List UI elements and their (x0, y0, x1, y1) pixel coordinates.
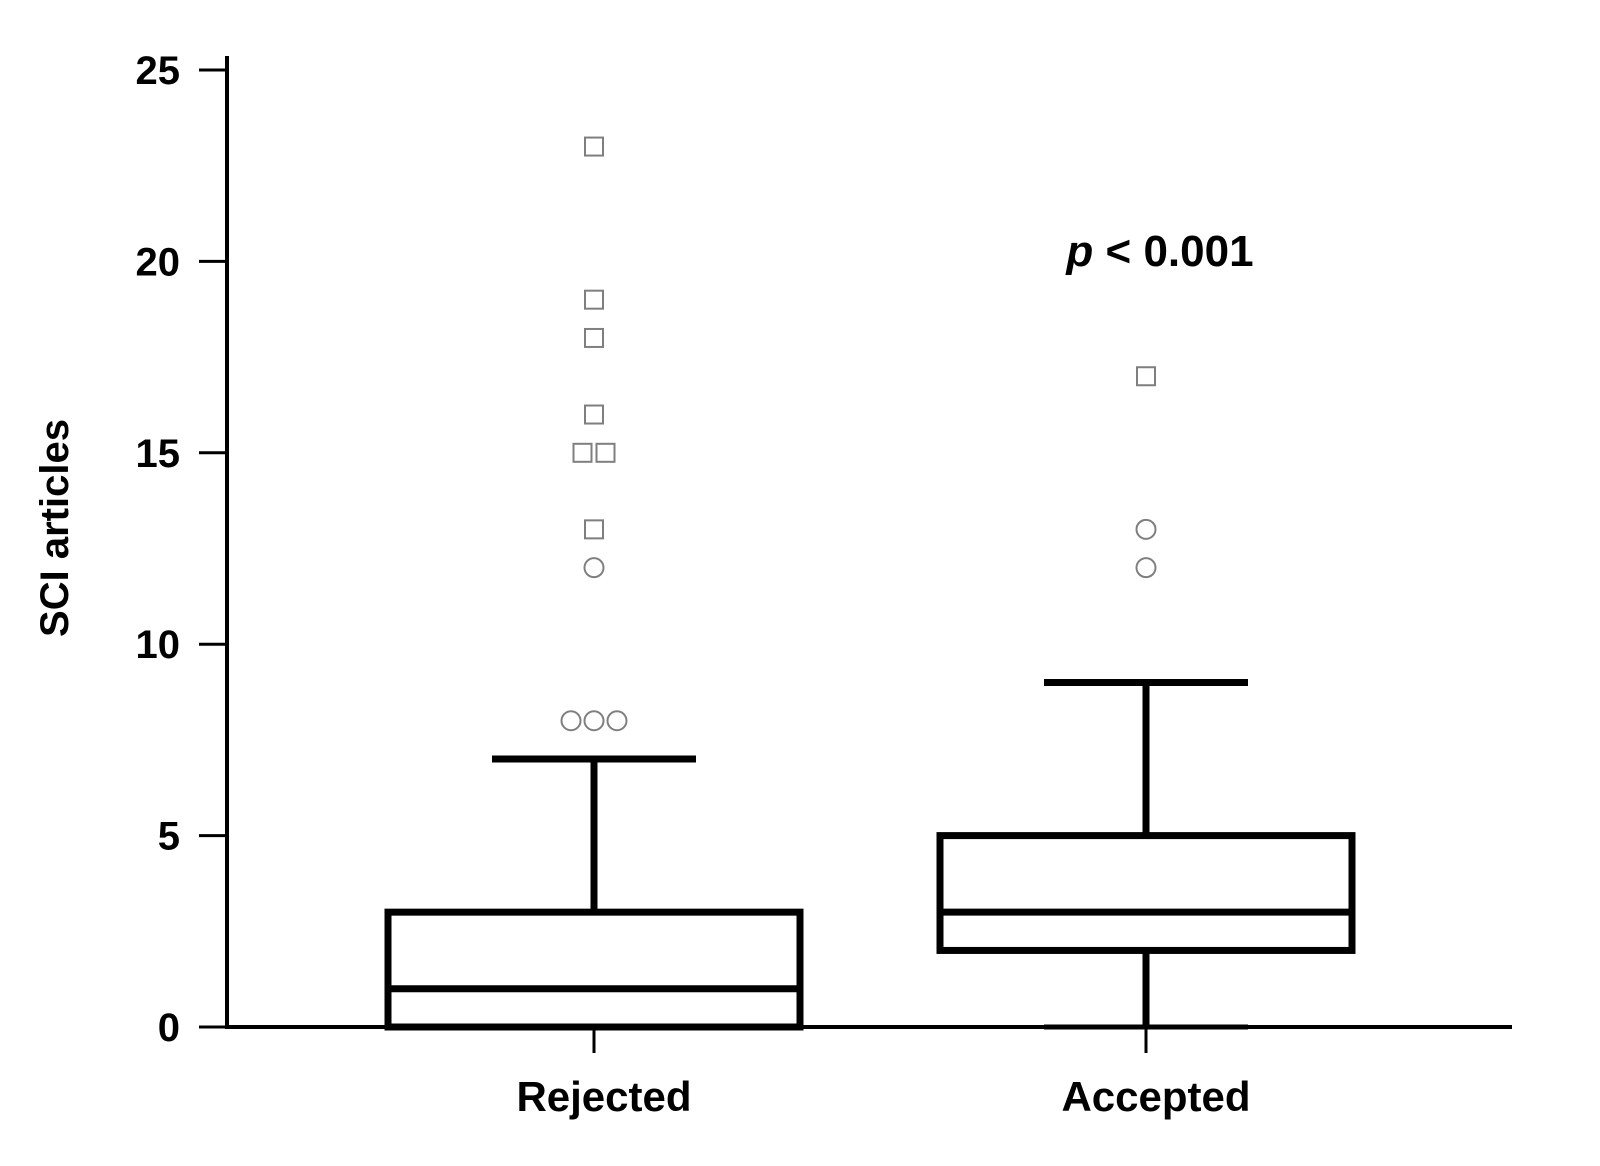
outlier-circle (606, 710, 628, 732)
y-tick-label: 20 (136, 240, 181, 284)
outlier-square (572, 442, 593, 463)
axes (225, 56, 1512, 1029)
y-tick-label: 25 (136, 49, 181, 93)
y-axis-ticks: 0 5 10 15 20 25 Rejected Accepted (136, 49, 1251, 1120)
box-iqr (384, 908, 804, 1031)
outlier-circle (1135, 518, 1157, 540)
outlier-circle (583, 710, 605, 732)
outlier-square (584, 519, 604, 540)
outliers (560, 136, 1157, 732)
box-accepted (936, 678, 1356, 1030)
outlier-square (584, 404, 604, 425)
outlier-square (584, 136, 604, 157)
p-value-annotation: p < 0.001 (1065, 227, 1253, 276)
p-value-rest: < 0.001 (1093, 227, 1253, 276)
outlier-circle (583, 557, 605, 579)
p-value-italic: p (1065, 227, 1093, 276)
outlier-square (584, 327, 604, 348)
y-tick-label: 0 (158, 1006, 180, 1050)
box-iqr (936, 832, 1356, 954)
boxes (384, 678, 1356, 1031)
y-axis-title: SCI articles (33, 419, 77, 637)
x-category-label: Rejected (516, 1073, 691, 1120)
outlier-square (584, 289, 604, 310)
outlier-circle (560, 710, 582, 732)
box-rejected (384, 755, 804, 1031)
outlier-square (595, 442, 616, 463)
outlier-square (1136, 366, 1156, 387)
x-category-label: Accepted (1061, 1073, 1250, 1120)
y-tick-label: 10 (136, 623, 181, 667)
y-tick-label: 15 (136, 432, 181, 476)
y-tick-label: 5 (158, 815, 180, 859)
outlier-circle (1135, 557, 1157, 579)
